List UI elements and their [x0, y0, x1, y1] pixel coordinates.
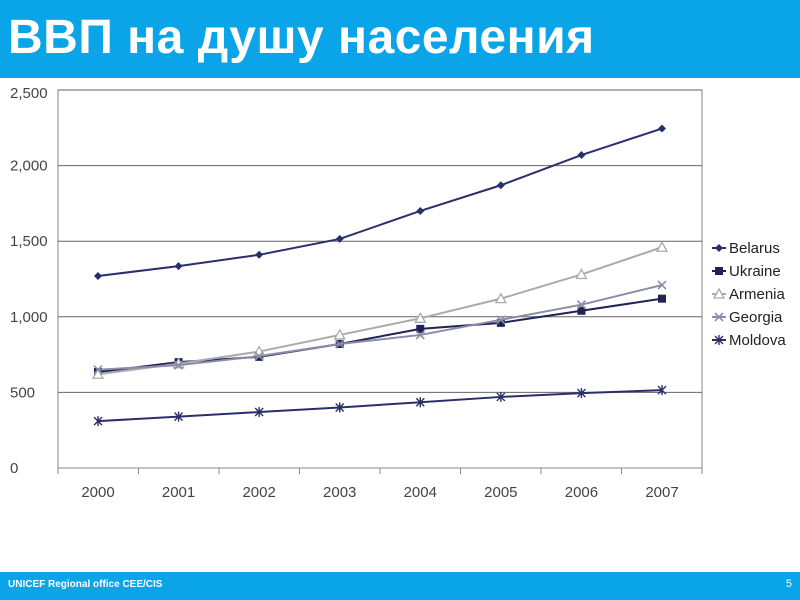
legend: Belarus Ukraine Armenia Georgia Moldova: [712, 240, 786, 349]
data-point: [174, 411, 184, 422]
data-point: [255, 250, 264, 259]
legend-item-georgia: Georgia: [712, 309, 783, 326]
series-line: [97, 297, 663, 373]
data-point: [496, 318, 505, 327]
data-point: [575, 268, 588, 280]
y-tick-label: 2,500: [10, 85, 48, 102]
y-tick-label: 2,000: [10, 158, 48, 175]
data-point: [655, 240, 669, 252]
series-line: [97, 127, 663, 277]
slide-title: ВВП на душу населения: [8, 11, 595, 64]
data-point: [416, 206, 425, 215]
data-point: [576, 388, 586, 399]
data-point: [414, 311, 427, 323]
data-point: [174, 360, 184, 370]
x-axis-ticks: 2000 2001 2002 2003 2004 2005 2006 2007: [57, 468, 703, 500]
series-moldova: [93, 385, 667, 427]
data-point: [715, 267, 723, 275]
legend-label: Armenia: [729, 286, 786, 303]
data-point: [335, 339, 345, 349]
legend-item-armenia: Armenia: [712, 286, 786, 303]
footer-bar: UNICEF Regional office CEE/CIS 5: [0, 572, 800, 600]
legend-item-belarus: Belarus: [712, 240, 780, 257]
data-point: [715, 244, 723, 252]
data-point: [91, 367, 105, 379]
series-line: [97, 284, 663, 371]
data-point: [94, 271, 102, 280]
data-point: [254, 407, 264, 418]
y-tick-label: 500: [10, 384, 35, 401]
data-point: [577, 151, 586, 160]
footer-text: UNICEF Regional office CEE/CIS: [8, 579, 163, 590]
x-tick-label: 2007: [645, 484, 678, 500]
data-point: [496, 315, 506, 325]
series-group: [91, 124, 669, 427]
data-point: [335, 402, 345, 413]
data-point: [416, 324, 425, 333]
x-tick-label: 2003: [323, 484, 356, 500]
legend-label: Belarus: [729, 240, 780, 257]
data-point: [93, 416, 103, 427]
data-point: [714, 312, 724, 322]
data-point: [415, 397, 425, 408]
data-point: [335, 234, 344, 243]
legend-label: Moldova: [729, 332, 786, 349]
series-armenia: [91, 240, 669, 379]
data-point: [174, 262, 183, 271]
legend-label: Ukraine: [729, 263, 781, 280]
data-point: [496, 391, 506, 402]
y-axis-ticks: 0 500 1,000 1,500 2,000 2,500: [10, 85, 48, 477]
y-tick-label: 1,000: [10, 309, 48, 326]
x-tick-label: 2000: [81, 484, 114, 500]
data-point: [254, 351, 264, 361]
data-point: [577, 306, 586, 315]
data-point: [657, 385, 667, 396]
data-point: [333, 328, 346, 340]
x-tick-label: 2002: [242, 484, 275, 500]
data-point: [494, 292, 507, 304]
data-point: [658, 124, 666, 133]
data-point: [714, 335, 724, 345]
series-line: [97, 389, 663, 423]
data-point: [658, 294, 666, 303]
data-point: [576, 300, 586, 310]
series-georgia: [93, 280, 667, 375]
data-point: [93, 365, 103, 375]
x-tick-label: 2001: [162, 484, 195, 500]
x-tick-label: 2005: [484, 484, 517, 500]
legend-label: Georgia: [729, 309, 783, 326]
data-point: [712, 287, 726, 299]
data-point: [657, 280, 667, 290]
x-tick-label: 2004: [404, 484, 437, 500]
series-line: [97, 246, 663, 376]
page-number: 5: [785, 578, 792, 590]
series-belarus: [94, 124, 666, 280]
legend-item-ukraine: Ukraine: [712, 263, 781, 280]
y-tick-label: 1,500: [10, 233, 48, 250]
y-tick-label: 0: [10, 460, 18, 477]
legend-item-moldova: Moldova: [712, 332, 786, 349]
x-tick-label: 2006: [565, 484, 598, 500]
title-bar: ВВП на душу населения: [0, 0, 800, 78]
data-point: [496, 181, 505, 190]
data-point: [415, 330, 425, 340]
